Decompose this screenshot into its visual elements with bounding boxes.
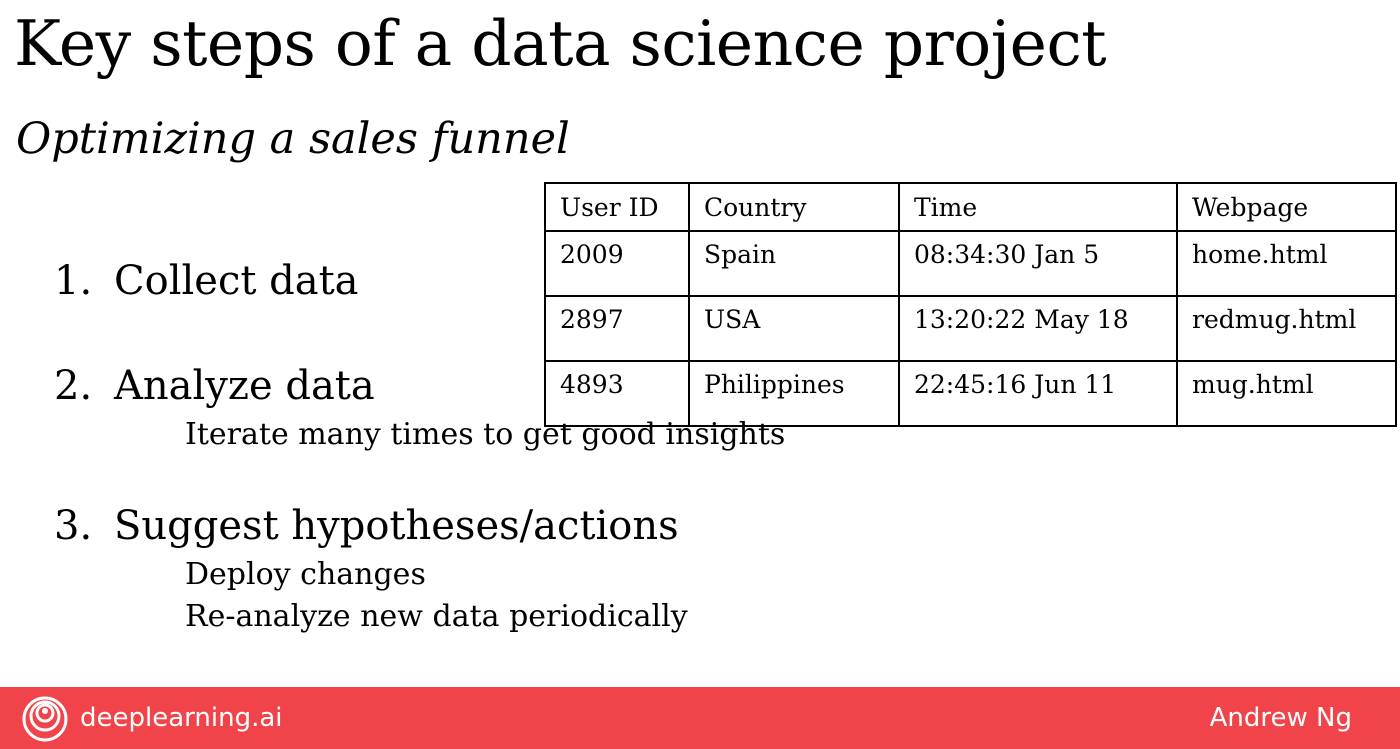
- step-number: 1.: [54, 258, 93, 304]
- step-label: Suggest hypotheses/actions: [114, 503, 679, 549]
- cell-user-id: 4893: [544, 360, 690, 427]
- column-header-user-id: User ID: [544, 182, 690, 232]
- cell-time: 22:45:16 Jun 11: [898, 360, 1178, 427]
- step-analyze-data: 2. Analyze data: [54, 362, 375, 410]
- step-detail: Deploy changes: [185, 557, 426, 592]
- sales-funnel-table: User ID Country Time Webpage 2009 Spain …: [544, 182, 1397, 427]
- column-header-country: Country: [688, 182, 900, 232]
- table-row: 2009 Spain 08:34:30 Jan 5 home.html: [544, 230, 1397, 297]
- cell-time: 08:34:30 Jan 5: [898, 230, 1178, 297]
- cell-time: 13:20:22 May 18: [898, 295, 1178, 362]
- step-detail: Re-analyze new data periodically: [185, 599, 688, 634]
- cell-user-id: 2009: [544, 230, 690, 297]
- slide-subtitle: Optimizing a sales funnel: [16, 114, 570, 164]
- table-header-row: User ID Country Time Webpage: [544, 182, 1397, 232]
- column-header-time: Time: [898, 182, 1178, 232]
- cell-country: Philippines: [688, 360, 900, 427]
- table-row: 2897 USA 13:20:22 May 18 redmug.html: [544, 295, 1397, 362]
- column-header-webpage: Webpage: [1176, 182, 1397, 232]
- step-label: Collect data: [114, 258, 359, 304]
- cell-user-id: 2897: [544, 295, 690, 362]
- step-number: 2.: [54, 363, 93, 409]
- step-number: 3.: [54, 503, 93, 549]
- footer-bar: deeplearning.ai Andrew Ng: [0, 687, 1400, 749]
- step-suggest-hypotheses: 3. Suggest hypotheses/actions: [54, 502, 679, 550]
- cell-webpage: home.html: [1176, 230, 1397, 297]
- brand-name: deeplearning.ai: [80, 703, 283, 733]
- cell-webpage: redmug.html: [1176, 295, 1397, 362]
- table-row: 4893 Philippines 22:45:16 Jun 11 mug.htm…: [544, 360, 1397, 427]
- step-label: Analyze data: [114, 363, 375, 409]
- slide-title: Key steps of a data science project: [14, 7, 1107, 80]
- step-collect-data: 1. Collect data: [54, 257, 359, 305]
- deeplearning-logo-icon: [22, 696, 68, 742]
- cell-country: Spain: [688, 230, 900, 297]
- cell-country: USA: [688, 295, 900, 362]
- author-name: Andrew Ng: [1209, 703, 1352, 733]
- cell-webpage: mug.html: [1176, 360, 1397, 427]
